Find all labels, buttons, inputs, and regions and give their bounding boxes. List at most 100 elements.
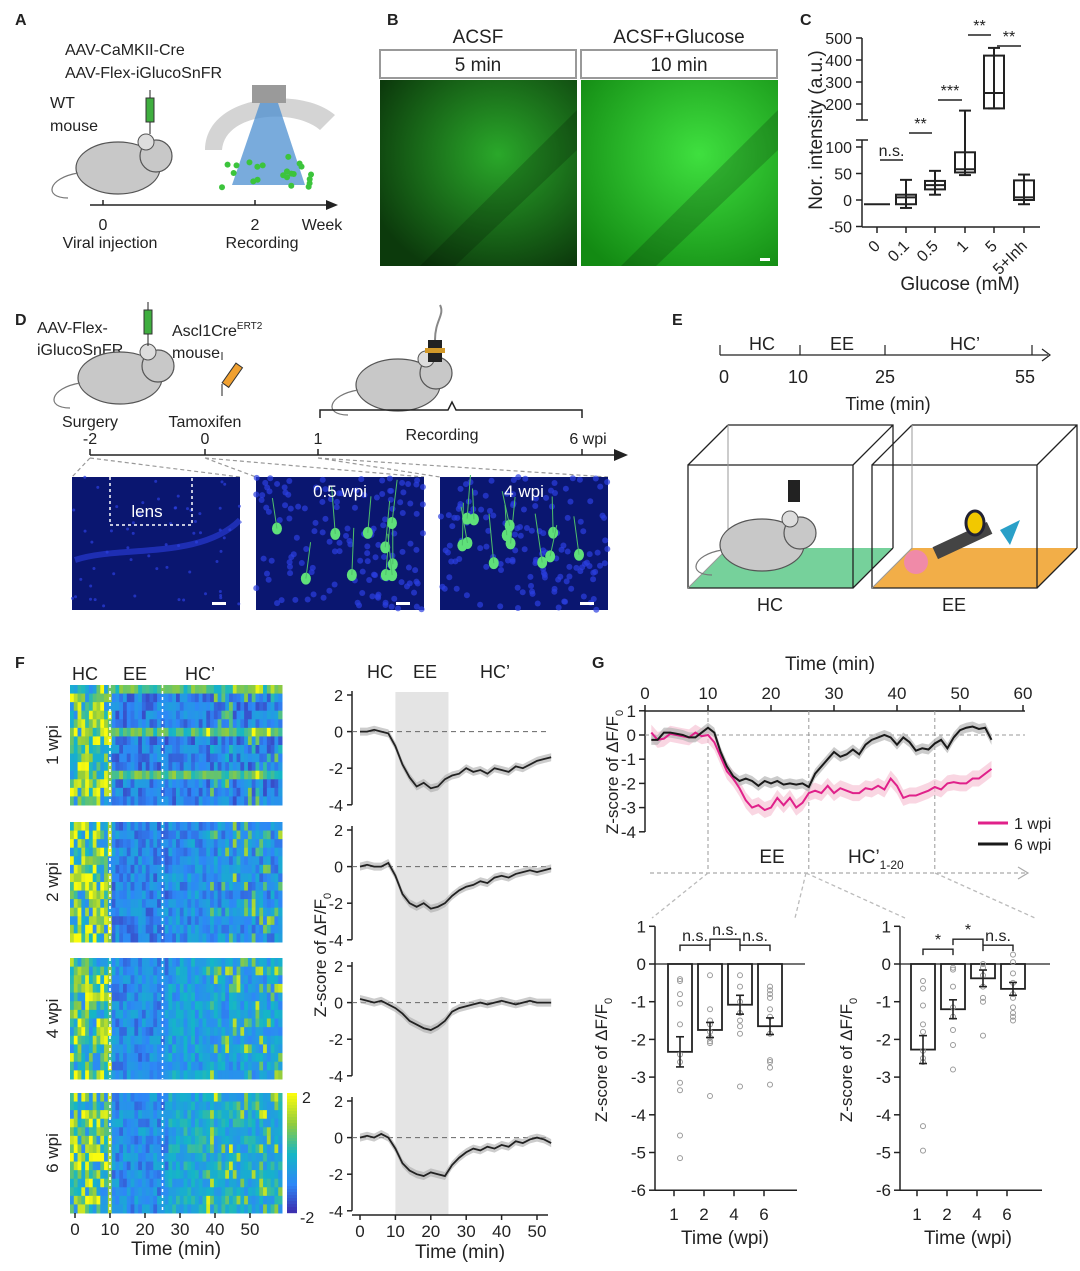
colorbar-cell [287, 1144, 297, 1148]
heatmap-cell [73, 873, 79, 883]
heatmap-cell [92, 1161, 97, 1171]
heatmap-cell [270, 779, 275, 789]
heatmap-cell [191, 787, 196, 797]
syringe-icon [145, 97, 155, 123]
heatmap-cell [194, 710, 200, 720]
heatmap-cell [274, 899, 279, 909]
connector-line [71, 457, 241, 478]
nucleus-dot [133, 594, 137, 598]
heatmap-cell [255, 966, 260, 976]
heatmap-cell [202, 975, 207, 985]
heatmap-cell [176, 839, 181, 849]
heatmap-cell [168, 1070, 173, 1080]
heatmap-cell [88, 890, 94, 900]
heatmap-cell [104, 830, 109, 840]
heatmap-cell [213, 830, 219, 840]
heatmap-cell [157, 830, 162, 840]
heatmap-cell [191, 779, 196, 789]
heatmap-cell [149, 839, 154, 849]
heatmap-cell [111, 796, 116, 806]
nucleus-dot [380, 522, 387, 529]
heatmap-cell [115, 856, 120, 866]
heatmap-cell [255, 787, 260, 797]
heatmap-cell [210, 1153, 215, 1163]
heatmap-cell [274, 779, 279, 789]
data-point [980, 994, 986, 1001]
heatmap-cell [202, 873, 207, 883]
y-tick-label: 2 [334, 688, 343, 705]
heatmap-cell [141, 736, 147, 746]
heatmap-cell [266, 916, 272, 926]
heatmap-cell [179, 1035, 185, 1045]
heatmap-cell [145, 1101, 150, 1111]
heatmap-cell [198, 1178, 203, 1188]
heatmap-cell [130, 719, 135, 729]
heatmap-cell [85, 822, 90, 832]
heatmap-cell [247, 1009, 253, 1019]
heatmap-cell [111, 1161, 116, 1171]
heatmap-cell [187, 933, 192, 943]
heatmap-cell [255, 719, 260, 729]
heatmap-cell [274, 787, 279, 797]
heatmap-cell [96, 710, 101, 720]
virus-label: AAV-CaMKII-Cre [65, 42, 185, 59]
heatmap-cell [183, 1118, 188, 1128]
bar-2 [697, 963, 723, 1031]
nucleus-dot [336, 548, 343, 555]
heatmap-cell [232, 1144, 238, 1154]
heatmap-cell [88, 762, 94, 772]
heatmap-cell [172, 1035, 177, 1045]
heatmap-cell [278, 1035, 283, 1045]
heatmap-cell [225, 770, 230, 780]
heatmap-cell [274, 1044, 279, 1054]
heatmap-cell [145, 1178, 150, 1188]
heatmap-cell [179, 693, 185, 703]
heatmap-cell [149, 1161, 154, 1171]
heatmap-cell [73, 796, 79, 806]
heatmap-cell [149, 1001, 154, 1011]
nucleus-dot [419, 501, 426, 508]
dendrite [305, 542, 312, 579]
heatmap-cell [202, 1161, 207, 1171]
heatmap-cell [149, 1118, 154, 1128]
heatmap-cell [153, 1110, 158, 1120]
nucleus-dot [389, 505, 396, 512]
heatmap-cell [274, 762, 279, 772]
heatmap-cell [198, 710, 203, 720]
trace-1-wpi [360, 728, 552, 790]
heatmap-cell [191, 1144, 196, 1154]
heatmap-cell [263, 685, 268, 695]
heatmap-cell [77, 830, 82, 840]
heatmap-cell [274, 702, 279, 712]
heatmap-cell [176, 864, 181, 874]
ylabel-text: Z-score of ΔF/F [603, 716, 622, 834]
heatmap-cell [229, 907, 234, 917]
heatmap-cell [202, 847, 207, 857]
heatmap-cell [160, 1135, 166, 1145]
heatmap-cell [213, 1101, 219, 1111]
nucleus-dot [237, 504, 241, 508]
heatmap-cell [111, 1035, 116, 1045]
heatmap-cell [73, 710, 79, 720]
heatmap-cell [259, 1053, 264, 1063]
syringe-barrel [143, 309, 153, 335]
heatmap-cell [134, 924, 139, 934]
heatmap-cell [123, 1053, 128, 1063]
heatmap-cell [176, 1144, 181, 1154]
nucleus-dot [405, 481, 412, 488]
heatmap-cell [251, 847, 256, 857]
neuron-icon [308, 171, 315, 178]
condition-label: ACSF [453, 27, 504, 48]
heatmap-cell [221, 983, 226, 994]
heatmap-cell [198, 856, 203, 866]
heatmap-cell [266, 1044, 272, 1054]
heatmap-cell [236, 736, 241, 746]
nucleus-dot [504, 557, 511, 564]
nucleus-dot [109, 529, 113, 533]
heatmap-cell [187, 830, 192, 840]
heatmap-cell [104, 685, 109, 695]
heatmap-cell [96, 779, 101, 789]
heatmap-cell [210, 847, 215, 857]
heatmap-cell [92, 992, 97, 1002]
y-tick-label: -1 [876, 993, 891, 1012]
